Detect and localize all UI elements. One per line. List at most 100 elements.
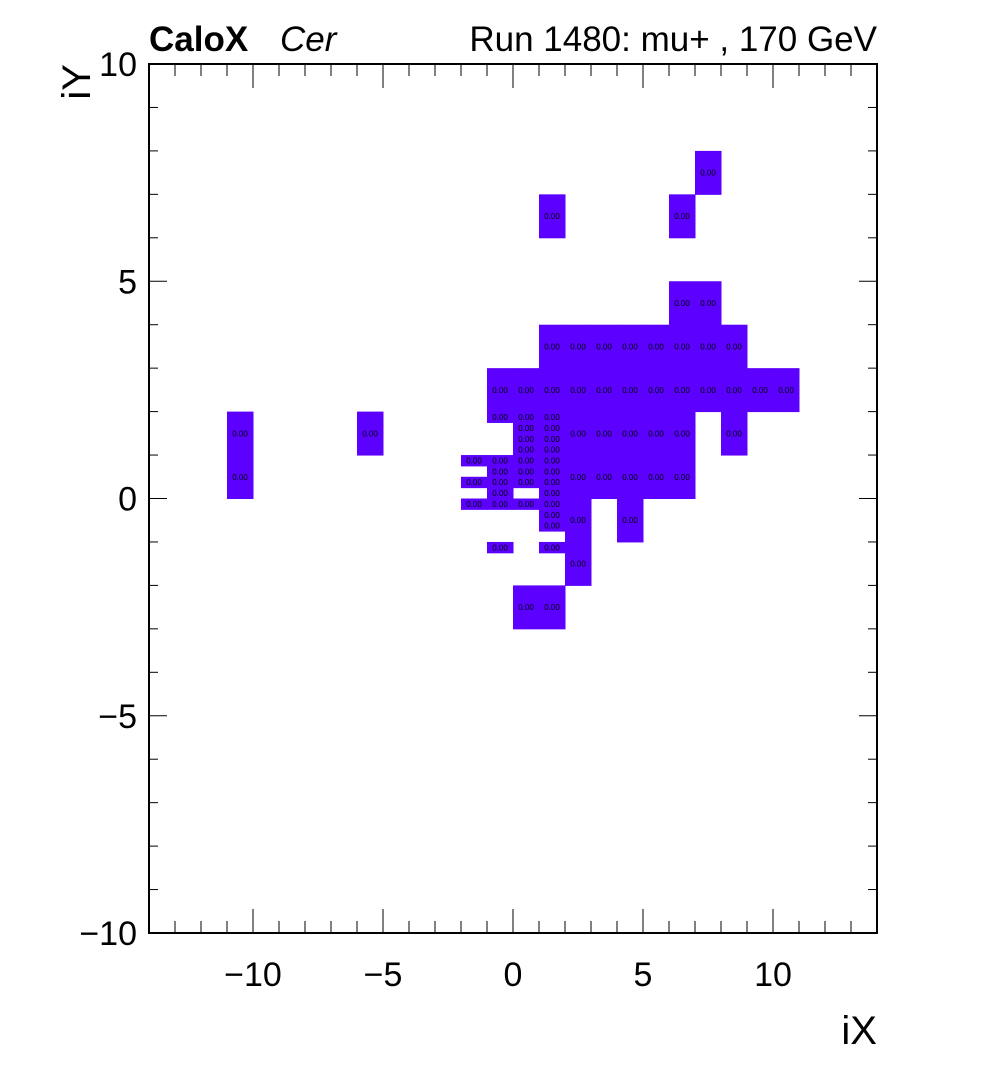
bin-value-label: 0.00 (700, 342, 716, 351)
bin-cell (513, 585, 540, 630)
bin-value-label: 0.00 (544, 467, 560, 476)
bin-cell (487, 498, 514, 510)
bin-value-label: 0.00 (570, 560, 586, 569)
bin-cell (721, 324, 748, 369)
bin-cell (721, 411, 748, 456)
bin-cell (539, 498, 566, 510)
bin-value-label: 0.00 (622, 386, 638, 395)
bin-cell (669, 194, 696, 239)
bin-value-label: 0.00 (778, 386, 794, 395)
bin-cell (539, 465, 566, 478)
bin-cell (565, 368, 592, 413)
bin-value-label: 0.00 (492, 478, 508, 487)
bin-value-label: 0.00 (518, 446, 534, 455)
bin-cell (487, 411, 514, 423)
bin-cell (669, 411, 696, 456)
bin-value-label: 0.00 (518, 467, 534, 476)
bin-value-label: 0.00 (362, 429, 378, 438)
bin-cell (565, 541, 592, 586)
bin-cell (643, 411, 670, 456)
bin-cell (513, 455, 540, 467)
bin-value-label: 0.00 (648, 429, 664, 438)
bin-value-label: 0.00 (518, 500, 534, 509)
bin-value-label: 0.00 (648, 473, 664, 482)
bin-value-label: 0.00 (570, 516, 586, 525)
bin-cell (487, 368, 514, 413)
bin-value-label: 0.00 (492, 456, 508, 465)
bin-cell (747, 368, 774, 413)
bin-cell (565, 498, 592, 543)
bin-value-label: 0.00 (544, 424, 560, 433)
bin-cell (695, 281, 722, 326)
y-tick-label: 10 (99, 46, 137, 84)
bin-value-label: 0.00 (752, 386, 768, 395)
bin-value-label: 0.00 (700, 169, 716, 178)
bin-cell (539, 520, 566, 532)
bin-value-label: 0.00 (492, 467, 508, 476)
bin-value-label: 0.00 (544, 386, 560, 395)
bin-value-label: 0.00 (726, 429, 742, 438)
bin-value-label: 0.00 (544, 446, 560, 455)
bin-value-label: 0.00 (492, 386, 508, 395)
bin-value-label: 0.00 (544, 212, 560, 221)
bin-value-label: 0.00 (674, 299, 690, 308)
bin-cell (669, 324, 696, 369)
bin-value-label: 0.00 (544, 522, 560, 531)
bin-value-label: 0.00 (622, 516, 638, 525)
bin-value-label: 0.00 (674, 429, 690, 438)
bin-value-label: 0.00 (544, 543, 560, 552)
bin-cell (565, 455, 592, 499)
bin-value-label: 0.00 (700, 386, 716, 395)
bin-cell (539, 455, 566, 467)
bin-cell (539, 411, 566, 423)
bin-cell (617, 324, 644, 369)
bin-cell (695, 150, 722, 195)
x-axis-label: iX (841, 1009, 877, 1053)
bin-cell (513, 476, 540, 489)
bin-value-label: 0.00 (518, 386, 534, 395)
bin-value-label: 0.00 (544, 511, 560, 520)
y-tick-label: −10 (79, 915, 137, 953)
bin-cell (539, 444, 566, 456)
y-tick-label: −5 (98, 698, 137, 736)
bin-cell (539, 509, 566, 521)
bin-cell (227, 411, 254, 456)
bin-value-label: 0.00 (648, 342, 664, 351)
y-axis-label: iY (55, 64, 99, 100)
bin-value-label: 0.00 (544, 435, 560, 444)
bin-value-label: 0.00 (518, 435, 534, 444)
bin-cell (643, 368, 670, 413)
bin-value-label: 0.00 (674, 386, 690, 395)
bin-value-label: 0.00 (232, 473, 248, 482)
y-tick-label: 5 (118, 263, 137, 301)
bin-cell (591, 411, 618, 456)
bin-value-label: 0.00 (518, 603, 534, 612)
bin-cell (617, 368, 644, 413)
bin-cell (461, 476, 488, 489)
title-run: Run 1480: mu+ , 170 GeV (469, 20, 877, 59)
bin-value-label: 0.00 (570, 386, 586, 395)
bin-cell (513, 444, 540, 456)
bin-cell (591, 368, 618, 413)
bin-value-label: 0.00 (596, 473, 612, 482)
bin-cell (539, 476, 566, 489)
bin-value-label: 0.00 (492, 489, 508, 498)
bin-cell (487, 487, 514, 499)
bin-cell (591, 324, 618, 369)
bin-cell (669, 455, 696, 499)
x-tick-label: 0 (504, 956, 523, 994)
bin-value-label: 0.00 (466, 478, 482, 487)
bin-value-label: 0.00 (570, 473, 586, 482)
bin-value-label: 0.00 (544, 456, 560, 465)
bin-value-label: 0.00 (622, 342, 638, 351)
bin-cell (539, 368, 566, 413)
bin-value-label: 0.00 (596, 429, 612, 438)
bin-cell (643, 324, 670, 369)
bin-cell (539, 324, 566, 369)
bin-cell (513, 368, 540, 413)
bin-cell (539, 487, 566, 499)
bin-value-label: 0.00 (674, 473, 690, 482)
bin-cell (617, 498, 644, 543)
title-channel: Cer (280, 20, 338, 59)
